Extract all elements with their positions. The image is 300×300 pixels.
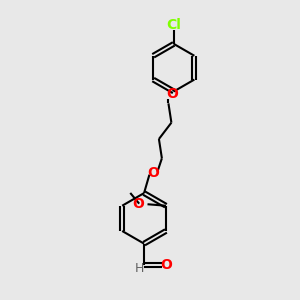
Text: O: O — [167, 86, 178, 100]
Text: O: O — [161, 258, 172, 272]
Text: H: H — [135, 262, 144, 275]
Text: Cl: Cl — [166, 18, 181, 32]
Text: O: O — [148, 167, 160, 181]
Text: O: O — [132, 196, 144, 211]
